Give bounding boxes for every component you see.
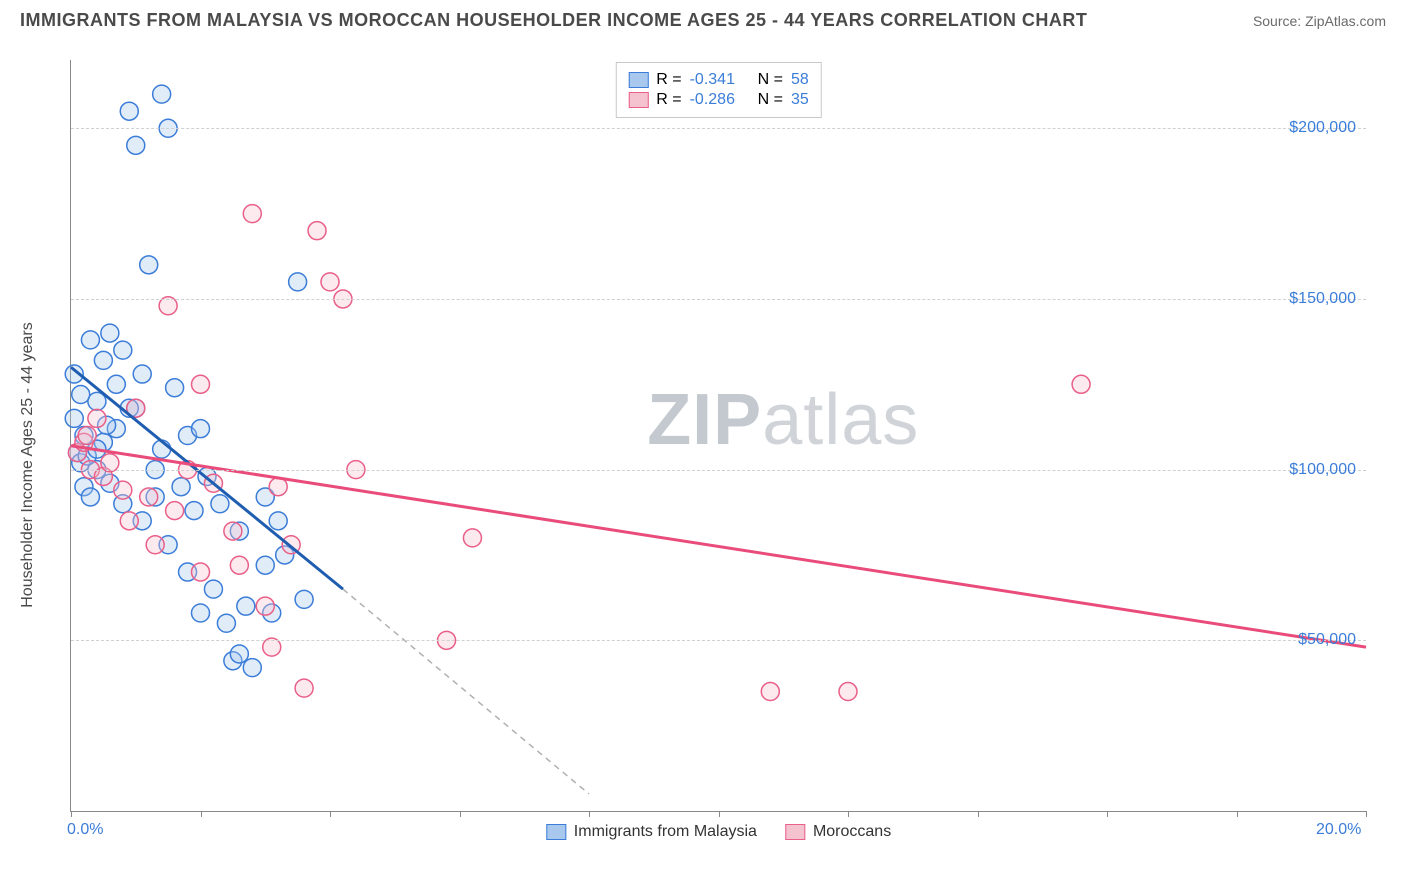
legend-n-label: N = [758,71,783,89]
gridline [71,470,1366,471]
legend-n-label: N = [758,91,783,109]
x-tick-mark [978,811,979,817]
scatter-point [269,512,287,530]
x-tick-mark [71,811,72,817]
scatter-point [321,273,339,291]
gridline [71,299,1366,300]
scatter-point [237,597,255,615]
scatter-point [839,683,857,701]
scatter-point [72,386,90,404]
scatter-point [204,580,222,598]
scatter-point [153,85,171,103]
y-tick-label: $100,000 [1289,461,1356,479]
legend-swatch-icon [785,824,805,840]
scatter-point [78,427,96,445]
scatter-point [256,556,274,574]
scatter-point [114,481,132,499]
legend-swatch-icon [628,92,648,108]
scatter-point [81,488,99,506]
scatter-point [101,324,119,342]
scatter-point [761,683,779,701]
scatter-point [65,409,83,427]
x-tick-mark [589,811,590,817]
scatter-point [146,536,164,554]
legend-n-value: 58 [791,71,809,89]
x-tick-mark [1237,811,1238,817]
gridline [71,128,1366,129]
x-tick-mark [330,811,331,817]
scatter-point [243,205,261,223]
scatter-point [463,529,481,547]
scatter-point [120,512,138,530]
scatter-point [243,659,261,677]
y-tick-label: $150,000 [1289,290,1356,308]
x-tick-mark [1107,811,1108,817]
legend-series-label: Moroccans [813,823,891,841]
chart-title: IMMIGRANTS FROM MALAYSIA VS MOROCCAN HOU… [20,10,1087,31]
scatter-point [166,379,184,397]
scatter-point [172,478,190,496]
scatter-point [230,556,248,574]
chart-source: Source: ZipAtlas.com [1253,13,1386,29]
legend-series-label: Immigrants from Malaysia [574,823,757,841]
legend-swatch-icon [546,824,566,840]
chart-container: Householder Income Ages 25 - 44 years R … [20,40,1386,872]
chart-header: IMMIGRANTS FROM MALAYSIA VS MOROCCAN HOU… [0,0,1406,31]
legend-series: Immigrants from Malaysia Moroccans [546,823,891,841]
plot-area: R = -0.341 N = 58 R = -0.286 N = 35 ZIPa… [70,60,1366,812]
scatter-point [166,502,184,520]
scatter-point [127,136,145,154]
scatter-point [256,597,274,615]
scatter-point [94,351,112,369]
scatter-point [192,604,210,622]
scatter-point [107,375,125,393]
legend-item: Moroccans [785,823,891,841]
legend-r-label: R = [656,91,681,109]
scatter-point [308,222,326,240]
scatter-svg [71,60,1366,811]
legend-stats-row: R = -0.286 N = 35 [628,91,808,109]
y-tick-label: $50,000 [1298,631,1356,649]
scatter-point [88,409,106,427]
scatter-point [140,256,158,274]
scatter-point [81,331,99,349]
x-tick-label: 0.0% [67,821,103,839]
scatter-point [217,614,235,632]
legend-stats-row: R = -0.341 N = 58 [628,71,808,89]
legend-n-value: 35 [791,91,809,109]
scatter-point [192,420,210,438]
y-tick-label: $200,000 [1289,119,1356,137]
scatter-point [192,375,210,393]
scatter-point [224,522,242,540]
scatter-point [120,102,138,120]
scatter-point [140,488,158,506]
scatter-point [289,273,307,291]
scatter-point [211,495,229,513]
gridline [71,640,1366,641]
legend-swatch-icon [628,72,648,88]
trend-line-extension [343,589,589,794]
scatter-point [295,590,313,608]
x-tick-mark [460,811,461,817]
x-tick-mark [1366,811,1367,817]
legend-r-value: -0.341 [690,71,750,89]
scatter-point [114,341,132,359]
legend-item: Immigrants from Malaysia [546,823,757,841]
scatter-point [192,563,210,581]
x-tick-mark [719,811,720,817]
scatter-point [133,365,151,383]
scatter-point [185,502,203,520]
y-axis-label: Householder Income Ages 25 - 44 years [19,322,37,608]
legend-r-value: -0.286 [690,91,750,109]
legend-r-label: R = [656,71,681,89]
scatter-point [230,645,248,663]
scatter-point [1072,375,1090,393]
x-tick-label: 20.0% [1316,821,1361,839]
x-tick-mark [201,811,202,817]
legend-stats: R = -0.341 N = 58 R = -0.286 N = 35 [615,62,821,118]
scatter-point [295,679,313,697]
x-tick-mark [848,811,849,817]
